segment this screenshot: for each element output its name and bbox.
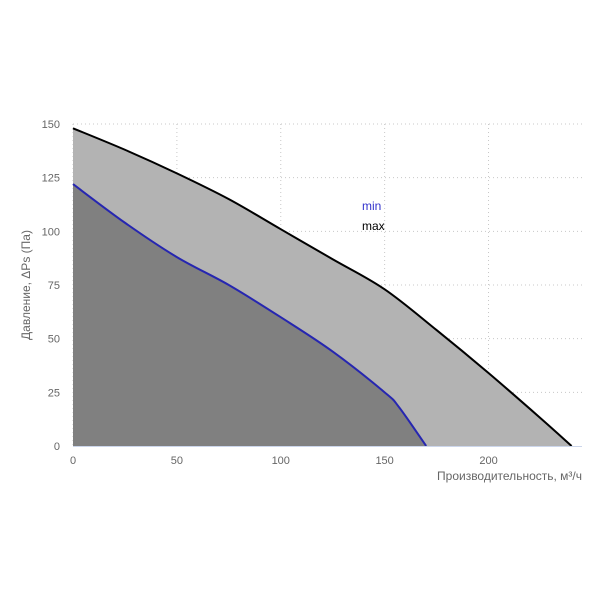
legend-item-max[interactable]: max <box>362 219 385 233</box>
x-tick-label: 100 <box>272 455 290 467</box>
y-tick-label: 50 <box>48 334 60 346</box>
y-tick-label: 25 <box>48 387 60 399</box>
x-tick-label: 150 <box>375 455 393 467</box>
y-tick-label: 100 <box>42 226 60 238</box>
area-min <box>73 184 427 446</box>
y-tick-label: 0 <box>54 441 60 453</box>
legend-item-min[interactable]: min <box>362 199 381 213</box>
series-areas <box>73 128 572 446</box>
y-tick-label: 150 <box>42 119 60 131</box>
x-tick-label: 50 <box>171 455 183 467</box>
line-max <box>72 127 573 447</box>
y-tick-label: 75 <box>48 280 60 292</box>
y-axis-label: Давление, ΔPs (Па) <box>19 230 33 340</box>
x-tick-labels: 0 50 100 150 200 <box>70 455 498 467</box>
series-lines <box>72 127 573 447</box>
x-axis-label: Производительность, м³/ч <box>437 469 582 483</box>
x-tick-label: 200 <box>479 455 497 467</box>
line-min <box>72 183 428 447</box>
legend: min max <box>362 199 385 233</box>
y-tick-label: 125 <box>42 173 60 185</box>
y-tick-labels: 0 25 50 75 100 125 150 <box>42 119 60 453</box>
x-tick-label: 0 <box>70 455 76 467</box>
